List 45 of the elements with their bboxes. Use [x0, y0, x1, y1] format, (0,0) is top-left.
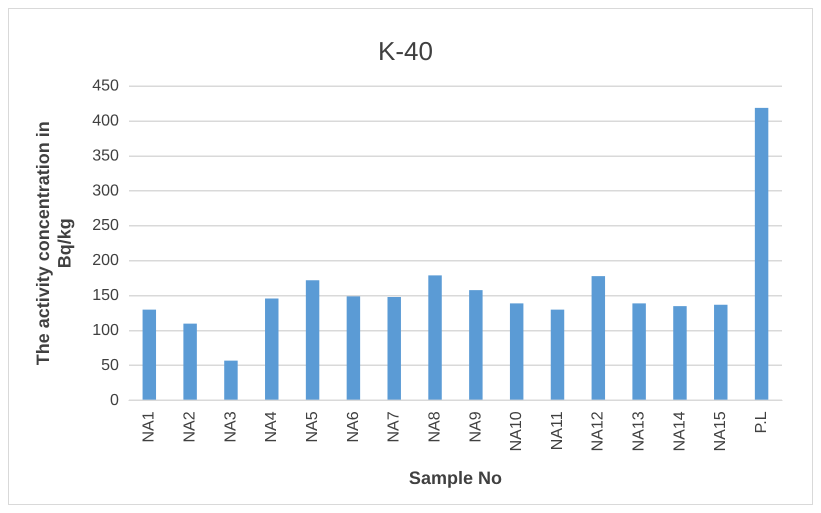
- bar: [428, 275, 442, 400]
- y-axis-title: The activity concentration in Bq/kg: [32, 121, 74, 366]
- x-tick-label: NA2: [182, 411, 199, 442]
- x-tick-label: NA11: [548, 411, 566, 450]
- y-tick-label: 150: [92, 287, 119, 304]
- bar: [510, 303, 524, 400]
- chart-title: K-40: [378, 36, 433, 66]
- x-tick-label: NA10: [508, 411, 526, 452]
- bar: [592, 276, 606, 400]
- y-tick-label: 450: [92, 78, 119, 95]
- bar: [387, 297, 401, 400]
- x-tick-label: NA12: [590, 411, 607, 452]
- bar: [306, 280, 320, 400]
- x-tick-label: NA13: [630, 411, 648, 452]
- x-tick-label: NA15: [712, 411, 730, 452]
- x-axis-title: Sample No: [408, 468, 502, 488]
- x-tick-label: NA3: [222, 411, 240, 442]
- bar: [183, 324, 197, 400]
- y-tick-label: 250: [92, 217, 119, 234]
- y-tick-label: 400: [92, 112, 119, 130]
- y-tick-label: 50: [101, 356, 119, 374]
- x-tick-label: NA14: [671, 411, 688, 452]
- x-tick-label: NA4: [263, 411, 280, 442]
- bar: [550, 310, 564, 400]
- x-tick-label: NA7: [386, 411, 403, 442]
- x-tick-label: NA8: [426, 411, 444, 442]
- x-tick-label: NA5: [304, 411, 321, 442]
- bar: [754, 108, 768, 400]
- x-tick-label: NA1: [140, 411, 158, 442]
- bar: [142, 310, 156, 400]
- y-tick-label: 350: [92, 147, 119, 164]
- bar: [673, 306, 687, 400]
- bar: [265, 298, 278, 400]
- x-tick-label: NA6: [344, 411, 362, 442]
- y-tick-label: 100: [92, 322, 119, 339]
- bar: [714, 304, 728, 400]
- bar: [224, 360, 238, 400]
- bar: [632, 303, 646, 400]
- y-tick-label: 200: [92, 252, 119, 270]
- bar: [469, 290, 483, 400]
- y-tick-label: 0: [110, 392, 119, 409]
- y-tick-label: 300: [92, 182, 119, 200]
- x-tick-label: P.L: [752, 411, 770, 434]
- x-tick-label: NA9: [467, 411, 484, 442]
- bar: [346, 296, 360, 400]
